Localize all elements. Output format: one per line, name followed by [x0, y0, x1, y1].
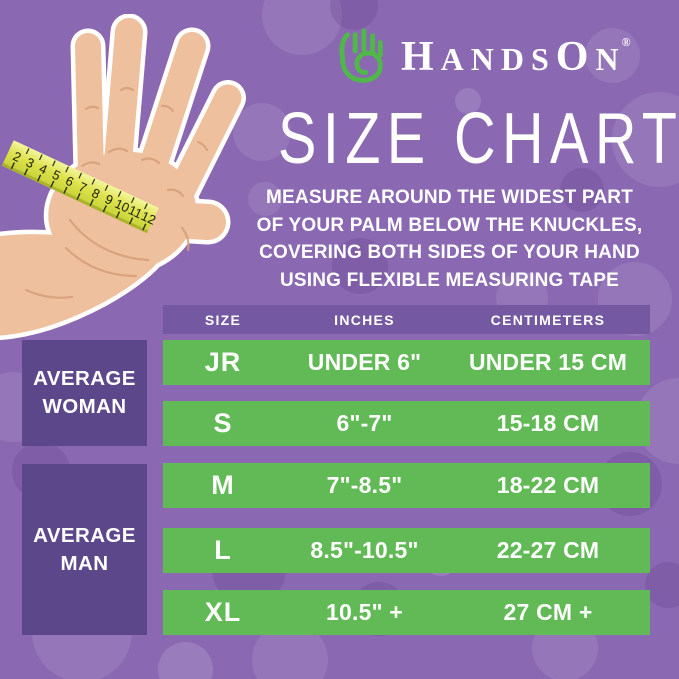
group-label-line: WOMAN — [42, 395, 127, 418]
inches-cell: 6"-7" — [336, 410, 393, 436]
column-header-size: SIZE — [204, 311, 242, 328]
centimeters-cell: UNDER 15 CM — [468, 349, 628, 375]
wordmark-letter: O — [555, 34, 596, 80]
instruction-line: MEASURE AROUND THE WIDEST PART — [266, 187, 633, 208]
table-row-m: M 7"-8.5" 18-22 CM — [163, 463, 650, 508]
inches-cell: UNDER 6" — [307, 349, 422, 375]
centimeters-cell: 22-27 CM — [496, 537, 600, 563]
column-header-centimeters: CENTIMETERS — [490, 311, 606, 328]
centimeters-cell: 27 CM + — [503, 599, 593, 625]
svg-text:10: 10 — [112, 196, 131, 216]
group-label-line: AVERAGE — [33, 367, 136, 390]
instruction-line: COVERING BOTH SIDES OF YOUR HAND — [259, 242, 640, 263]
page-title: SIZE CHART — [278, 99, 679, 179]
inches-cell: 7"-8.5" — [326, 472, 403, 498]
size-cell: XL — [204, 597, 242, 627]
bubble — [612, 92, 679, 187]
brand-wordmark: HANDSON® — [401, 36, 631, 78]
size-cell: M — [211, 470, 235, 500]
size-cell: S — [213, 408, 233, 438]
wordmark-letter: H — [401, 34, 441, 80]
group-label-average-man: AVERAGE MAN — [22, 464, 147, 635]
instruction-line: USING FLEXIBLE MEASURING TAPE — [279, 269, 620, 291]
bubble — [560, 168, 604, 212]
group-label-average-woman: AVERAGE WOMAN — [22, 340, 147, 446]
table-row-l: L 8.5"-10.5" 22-27 CM — [163, 528, 650, 573]
svg-text:11: 11 — [126, 202, 145, 221]
registered-trademark-symbol: ® — [621, 35, 631, 49]
bubble — [645, 562, 679, 608]
centimeters-cell: 18-22 CM — [496, 472, 600, 498]
hand-with-measuring-tape-illustration: 2 3 4 5 6 7 8 9 10 11 12 — [0, 14, 246, 341]
bubble — [332, 238, 388, 294]
measuring-instructions: MEASURE AROUND THE WIDEST PART OF YOUR P… — [227, 184, 672, 294]
handson-hand-icon — [339, 28, 383, 83]
bubble — [585, 28, 640, 83]
column-header-inches: INCHES — [334, 311, 395, 328]
wordmark-letters: ANDS — [440, 41, 556, 77]
table-header-row: SIZE INCHES CENTIMETERS — [163, 305, 650, 334]
size-cell: JR — [204, 347, 242, 377]
size-cell: L — [214, 535, 232, 565]
svg-text:12: 12 — [139, 208, 158, 228]
group-label-line: AVERAGE — [33, 523, 136, 547]
bubble — [455, 88, 481, 114]
instruction-line: OF YOUR PALM BELOW THE KNUCKLES, — [256, 214, 643, 236]
wordmark-letter: N — [595, 41, 626, 77]
table-row-xl: XL 10.5" + 27 CM + — [163, 590, 650, 635]
inches-cell: 10.5" + — [326, 599, 403, 625]
bubble — [158, 642, 213, 679]
inches-cell: 8.5"-10.5" — [310, 537, 419, 563]
table-row-jr: JR UNDER 6" UNDER 15 CM — [163, 340, 650, 385]
group-label-line: MAN — [60, 551, 109, 575]
bubble — [233, 103, 291, 161]
centimeters-cell: 15-18 CM — [496, 410, 600, 436]
table-row-s: S 6"-7" 15-18 CM — [163, 401, 650, 446]
brand-logo: HANDSON® — [330, 28, 631, 86]
measuring-tape: 2 3 4 5 6 7 8 9 10 11 12 — [1, 140, 159, 234]
bubble — [248, 182, 282, 216]
